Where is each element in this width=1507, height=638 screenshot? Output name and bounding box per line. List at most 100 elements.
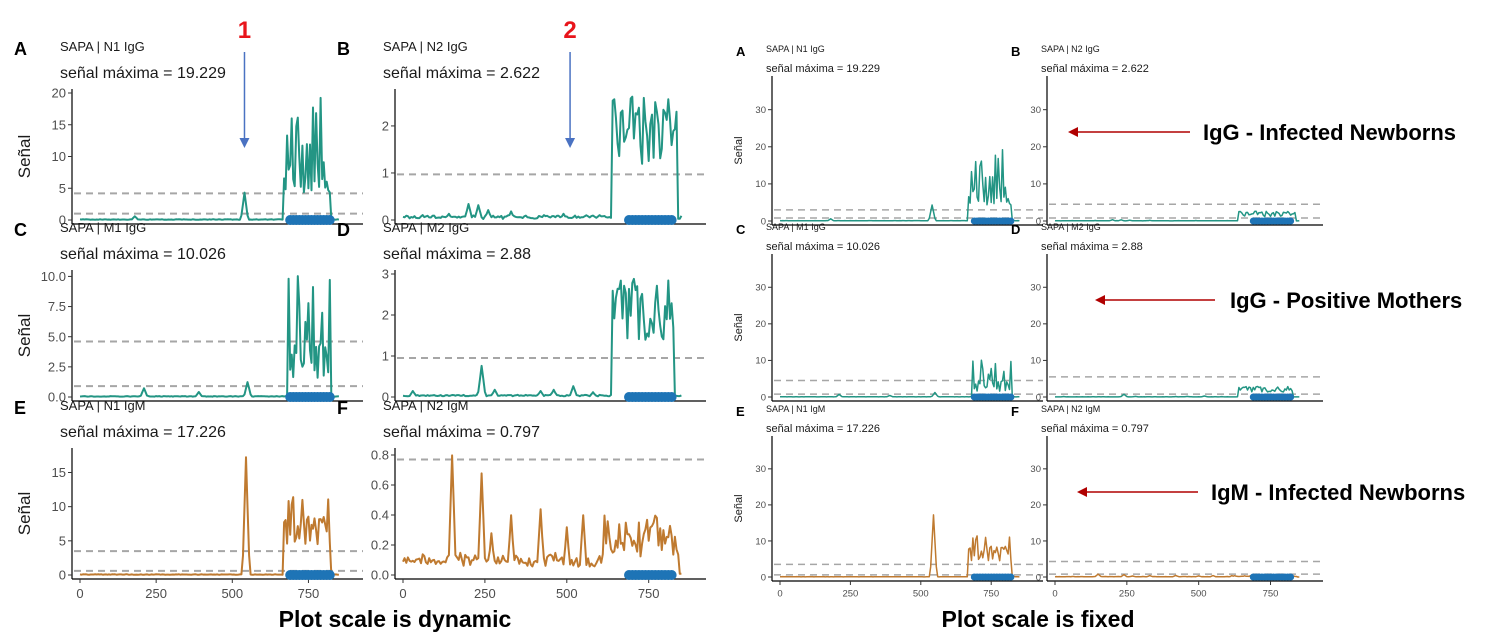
y-tick-label: 0 xyxy=(59,568,66,583)
epitope-dot xyxy=(1007,573,1015,581)
y-tick-label: 15 xyxy=(52,117,66,132)
y-tick-label: 0 xyxy=(59,213,66,228)
epitope-dot xyxy=(1007,217,1015,225)
panel-letter: E xyxy=(736,404,745,419)
y-tick-label: 7.5 xyxy=(48,299,66,314)
y-tick-label: 5 xyxy=(59,181,66,196)
dynamic-panel-D: 0 1 2 3 D SAPA | M2 IgG señal máxima = 2.88 xyxy=(337,220,706,405)
dynamic-panel-B: 0 1 2 B SAPA | N2 IgG señal máxima = 2.622 xyxy=(337,39,706,228)
panel-max-label: señal máxima = 2.622 xyxy=(383,65,540,82)
panel-max-label: señal máxima = 2.88 xyxy=(383,246,531,263)
signal-line xyxy=(779,514,1020,578)
y-tick-label: 2 xyxy=(382,118,389,133)
y-tick-label: 20 xyxy=(755,500,766,511)
annotation-text: IgG - Infected Newborns xyxy=(1203,120,1456,145)
y-tick-label: 10 xyxy=(1030,356,1041,367)
y-tick-label: 10 xyxy=(52,499,66,514)
panel-max-label: señal máxima = 2.88 xyxy=(1041,241,1143,253)
y-axis-label: Señal xyxy=(733,313,745,341)
dynamic-panel-C: 0.0 2.5 5.0 7.5 10.0 Señal C SAPA | M1 IgG señal… xyxy=(14,220,363,405)
marker-1: 1 xyxy=(238,17,251,148)
marker-label: 2 xyxy=(563,17,576,44)
x-tick-label: 0 xyxy=(399,586,406,601)
y-tick-label: 2 xyxy=(382,308,389,323)
signal-line xyxy=(402,454,682,575)
epitope-dot xyxy=(324,215,335,225)
dynamic-panel-A: 0 5 10 15 20 Señal A SAPA | N1 IgG señal máxima … xyxy=(14,39,363,228)
dynamic-panel-E: 0 5 10 15 0 250 500 750 Señal E SAPA | N1 IgM señal… xyxy=(14,398,363,601)
y-tick-label: 20 xyxy=(755,142,766,153)
epitope-dot xyxy=(666,570,677,580)
dynamic-panel-F: 0.0 0.2 0.4 0.6 0.8 0 250 500 750 F SAPA | N2 IgM s… xyxy=(337,398,706,601)
panel-letter: C xyxy=(14,220,27,240)
y-tick-label: 10.0 xyxy=(41,269,66,284)
signal-line xyxy=(780,359,1020,398)
signal-line xyxy=(402,95,683,220)
y-tick-label: 10 xyxy=(755,179,766,190)
panel-max-label: señal máxima = 19.229 xyxy=(60,65,226,82)
x-tick-label: 250 xyxy=(842,589,858,600)
y-tick-label: 10 xyxy=(52,149,66,164)
signal-line xyxy=(779,148,1020,222)
panel-max-label: señal máxima = 19.229 xyxy=(766,63,880,75)
panel-letter: F xyxy=(337,398,348,418)
signal-line xyxy=(79,275,339,398)
y-tick-label: 5 xyxy=(59,533,66,548)
fixed-panel-A: 0 10 20 30 Señal A SAPA | N1 IgG señal máxima =… xyxy=(733,44,1043,227)
x-tick-label: 250 xyxy=(474,586,496,601)
marker-label: 1 xyxy=(238,17,251,44)
panel-subtitle: SAPA | N1 IgG xyxy=(766,44,825,54)
annotation-arrow-head xyxy=(1095,295,1105,305)
y-tick-label: 2.5 xyxy=(48,359,66,374)
y-tick-label: 3 xyxy=(382,267,389,282)
y-tick-label: 10 xyxy=(755,356,766,367)
signal-line xyxy=(402,277,682,398)
panel-letter: B xyxy=(1011,44,1020,59)
fixed-panel-E: 0 10 20 30 0 250 500 750 Señal E SAPA | N1 IgM seña… xyxy=(733,404,1043,600)
panel-letter: F xyxy=(1011,404,1019,419)
signal-line xyxy=(79,96,340,221)
x-tick-label: 750 xyxy=(298,586,320,601)
x-tick-label: 500 xyxy=(913,589,929,600)
x-tick-label: 0 xyxy=(777,589,782,600)
epitope-dot xyxy=(324,570,335,580)
epitope-dot xyxy=(324,392,335,402)
panel-subtitle: SAPA | N2 IgM xyxy=(1041,404,1100,414)
y-tick-label: 0 xyxy=(1036,572,1041,583)
y-tick-label: 20 xyxy=(1030,500,1041,511)
annotation-text: IgG - Positive Mothers xyxy=(1230,288,1462,313)
epitope-dot xyxy=(666,392,677,402)
panel-subtitle: SAPA | N1 IgM xyxy=(60,398,146,413)
y-axis-label: Señal xyxy=(733,136,745,164)
x-tick-label: 750 xyxy=(983,589,999,600)
annotation-1: IgG - Infected Newborns xyxy=(1068,120,1456,145)
fixed-panel-C: 0 10 20 30 Señal C SAPA | M1 IgG señal máxima =… xyxy=(733,222,1043,403)
x-tick-label: 750 xyxy=(638,586,660,601)
y-tick-label: 30 xyxy=(755,105,766,116)
y-tick-label: 0 xyxy=(1036,392,1041,403)
y-tick-label: 0.4 xyxy=(371,508,389,523)
y-tick-label: 0 xyxy=(761,216,766,227)
y-tick-label: 0 xyxy=(382,390,389,405)
epitope-dot xyxy=(1287,393,1295,401)
y-tick-label: 0.6 xyxy=(371,478,389,493)
y-tick-label: 10 xyxy=(1030,179,1041,190)
panel-subtitle: SAPA | M1 IgG xyxy=(766,222,826,232)
y-tick-label: 1 xyxy=(382,349,389,364)
marker-arrow-head xyxy=(239,138,250,148)
y-axis-label: Señal xyxy=(15,135,34,178)
x-tick-label: 0 xyxy=(76,586,83,601)
panel-letter: B xyxy=(337,39,350,59)
y-tick-label: 10 xyxy=(1030,536,1041,547)
epitope-dot xyxy=(1007,393,1015,401)
panel-max-label: señal máxima = 2.622 xyxy=(1041,63,1149,75)
panel-max-label: señal máxima = 10.026 xyxy=(766,241,880,253)
y-tick-label: 0.2 xyxy=(371,538,389,553)
y-tick-label: 10 xyxy=(755,536,766,547)
y-tick-label: 30 xyxy=(1030,283,1041,294)
epitope-dot xyxy=(1287,573,1295,581)
panel-subtitle: SAPA | M1 IgG xyxy=(60,220,146,235)
y-tick-label: 1 xyxy=(382,166,389,181)
